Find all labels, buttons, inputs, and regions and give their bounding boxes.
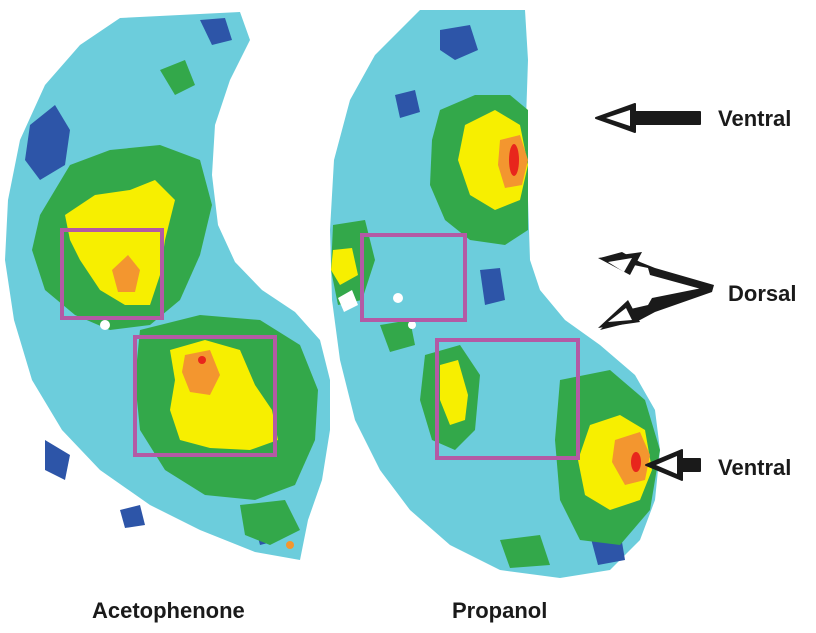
propanol-low-patch-4 <box>480 268 505 305</box>
acetophenone-peak <box>198 356 206 364</box>
acetophenone-roi-box-lower <box>133 335 277 457</box>
acetophenone-hole <box>100 320 110 330</box>
propanol-mid-spot-2 <box>500 535 550 568</box>
acetophenone-map <box>5 12 330 560</box>
propanol-caption: Propanol <box>452 598 548 623</box>
propanol-low-patch-2 <box>395 90 420 118</box>
acetophenone-mid-spot-1 <box>160 60 195 95</box>
dorsal-arrows-icon <box>598 252 714 330</box>
propanol-peak-top <box>509 144 519 176</box>
propanol-hole-1 <box>338 290 358 312</box>
acetophenone-high-region-upper <box>65 180 175 305</box>
acetophenone-higher-region-upper <box>112 255 140 292</box>
propanol-low-patch-1 <box>440 25 478 60</box>
acetophenone-low-patch-4 <box>120 505 145 528</box>
acetophenone-mid-spot-2 <box>240 500 300 545</box>
propanol-mid-spot-1 <box>380 320 415 352</box>
propanol-high-region-lower <box>440 360 468 425</box>
acetophenone-higher-region-lower <box>182 350 220 395</box>
acetophenone-roi-box-upper <box>60 228 164 320</box>
acetophenone-peak-small <box>286 541 294 549</box>
acetophenone-caption: Acetophenone <box>92 598 245 623</box>
propanol-hole-3 <box>408 321 416 329</box>
ventral-top-arrow-icon <box>595 103 701 133</box>
propanol-higher-region-right <box>612 432 650 485</box>
ventral-top-label: Ventral <box>718 106 792 131</box>
propanol-hole-2 <box>393 293 403 303</box>
acetophenone-low-patch-2 <box>45 440 70 480</box>
propanol-map <box>330 10 660 578</box>
acetophenone-low-patch-1 <box>25 105 70 180</box>
propanol-high-region-left <box>331 248 358 285</box>
ventral-bottom-arrow-icon <box>645 449 701 481</box>
dorsal-label: Dorsal <box>728 281 797 306</box>
propanol-roi-box-lower <box>435 338 580 460</box>
propanol-roi-box-upper <box>360 233 467 322</box>
acetophenone-low-patch-3 <box>200 18 232 45</box>
ventral-bottom-label: Ventral <box>718 455 792 480</box>
propanol-peak-right <box>631 452 641 472</box>
